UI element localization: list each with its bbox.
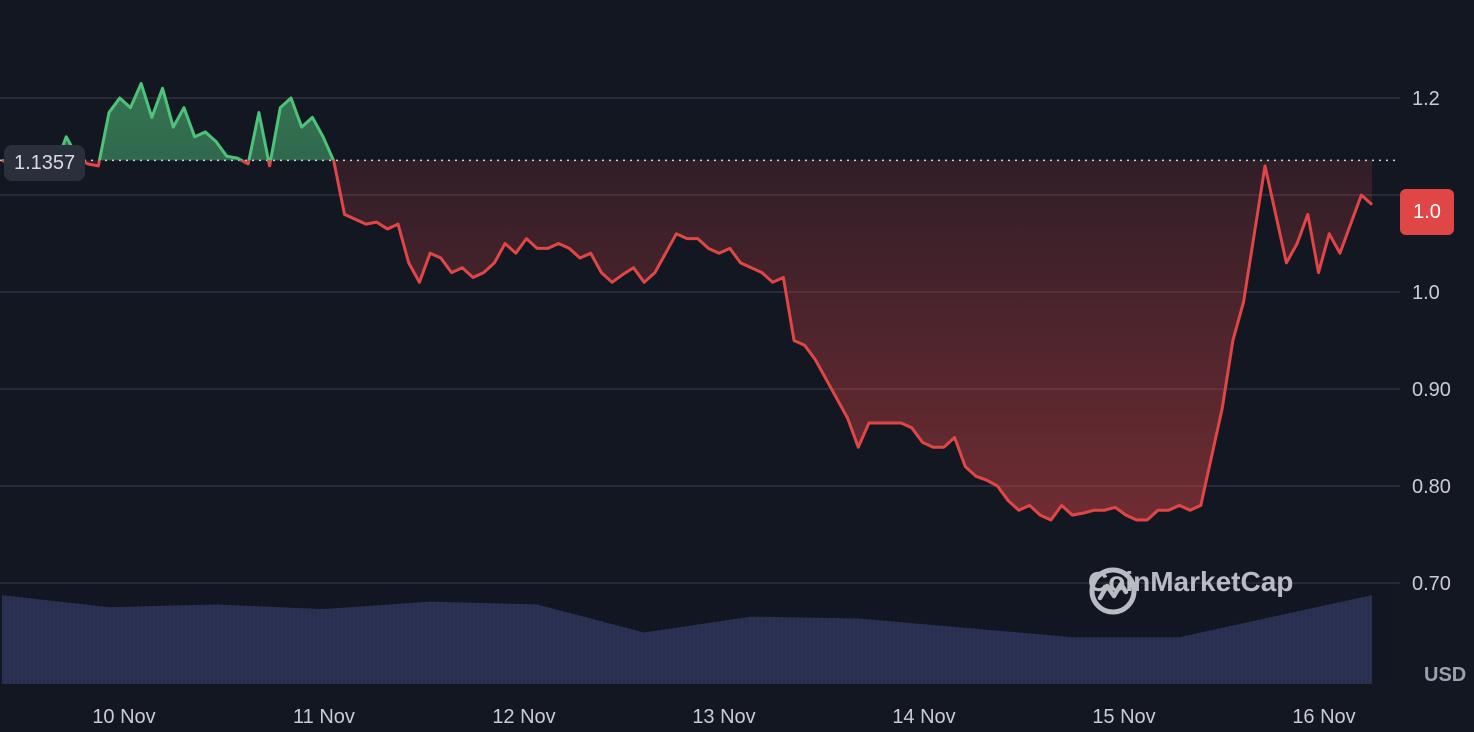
y-tick-label: 0.80 <box>1412 476 1451 498</box>
price-line-down <box>1 160 1374 522</box>
y-tick-label: 0.70 <box>1412 573 1451 595</box>
area-below-reference <box>2 160 1373 520</box>
volume-area <box>2 595 1373 684</box>
x-tick-label: 12 Nov <box>492 706 555 728</box>
reference-price-badge: 1.1357 <box>4 145 86 181</box>
coinmarketcap-logo-icon <box>1089 567 1137 615</box>
price-line <box>1 81 1374 522</box>
y-tick-label: 1.2 <box>1412 88 1440 110</box>
x-tick-label: 11 Nov <box>293 706 355 728</box>
price-area <box>2 83 1373 520</box>
x-tick-label: 16 Nov <box>1292 706 1355 728</box>
volume-bars <box>0 580 1397 684</box>
y-tick-label: 1.0 <box>1412 282 1440 304</box>
x-axis-labels: 10 Nov 11 Nov 12 Nov 13 Nov 14 Nov 15 Nov 16 N… <box>92 706 1355 728</box>
x-tick-label: 13 Nov <box>692 706 755 728</box>
last-price-badge: 1.0 <box>1400 189 1454 235</box>
brand-watermark: CoinMarketCap <box>1088 566 1293 615</box>
y-tick-label: 0.90 <box>1412 379 1451 401</box>
currency-label: USD <box>1424 664 1467 686</box>
price-line-up <box>1 81 336 161</box>
x-tick-label: 14 Nov <box>892 706 955 728</box>
y-axis-labels: 1.2 1.0 0.90 0.80 0.70 <box>1412 88 1451 595</box>
x-tick-label: 15 Nov <box>1092 706 1155 728</box>
x-tick-label: 10 Nov <box>92 706 155 728</box>
